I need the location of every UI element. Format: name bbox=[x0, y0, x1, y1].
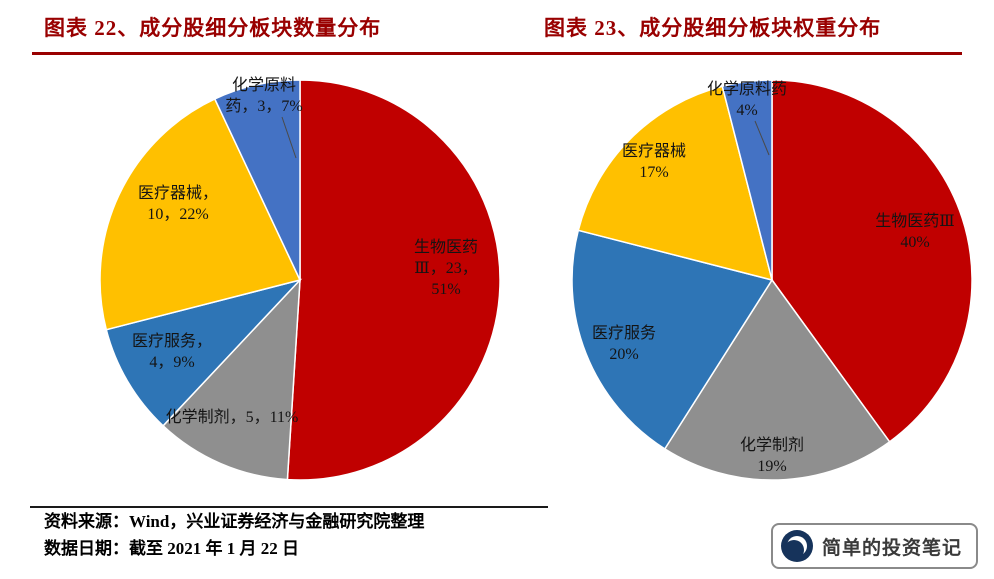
title-underline-rule bbox=[32, 52, 962, 55]
pie-slices-group bbox=[571, 79, 973, 481]
label-line: 4，9% bbox=[149, 354, 195, 371]
slice-label-medical-device: 医疗器械， 10，22% bbox=[108, 183, 248, 225]
data-source-note: 资料来源：Wind，兴业证券经济与金融研究院整理 bbox=[44, 512, 425, 531]
watermark-logo-icon bbox=[780, 530, 813, 562]
label-line: 17% bbox=[639, 164, 669, 181]
watermark-text: 简单的投资笔记 bbox=[821, 537, 962, 559]
slice-label-medical-service: 医疗服务 20% bbox=[559, 323, 689, 365]
slice-label-chemical-preparation: 化学制剂 19% bbox=[702, 435, 842, 477]
pie-decor-group bbox=[754, 120, 770, 156]
watermark-badge: 简单的投资笔记 bbox=[770, 523, 978, 569]
label-line: 4% bbox=[736, 102, 758, 119]
pie-slices-group bbox=[99, 79, 501, 481]
leader-line-raw-material bbox=[281, 116, 297, 159]
label-line: 化学原料 bbox=[231, 77, 296, 94]
pie-svg-count bbox=[99, 79, 501, 481]
label-line: 药，3，7% bbox=[225, 98, 303, 115]
pie-slice-bio bbox=[771, 79, 973, 443]
label-line: 40% bbox=[900, 234, 930, 251]
pie-slice-raw bbox=[213, 79, 301, 281]
leader-line-raw-material bbox=[754, 120, 770, 156]
pie-slice-device bbox=[99, 98, 302, 331]
charts-row: 化学原料 药，3，7% 医疗器械， 10，22% 医疗服务， 4，9% 化学制剂… bbox=[30, 55, 994, 500]
pie-slice-device bbox=[577, 85, 774, 282]
label-line: 10，22% bbox=[147, 206, 209, 223]
pie-slice-chem bbox=[663, 278, 891, 481]
pie-slice-service bbox=[105, 278, 303, 427]
pie-decor-group bbox=[281, 116, 297, 159]
label-line: Ⅲ，23， bbox=[414, 260, 478, 277]
footer-divider bbox=[30, 506, 548, 508]
figure-22-title: 图表 22、成分股细分板块数量分布 bbox=[44, 16, 382, 40]
slice-label-raw-material-drug: 化学原料药 4% bbox=[681, 79, 813, 121]
slice-label-medical-device: 医疗器械 17% bbox=[589, 141, 719, 183]
label-line: 化学原料药 bbox=[706, 81, 787, 98]
pie-chart-count-distribution: 化学原料 药，3，7% 医疗器械， 10，22% 医疗服务， 4，9% 化学制剂… bbox=[30, 55, 517, 500]
label-line: 20% bbox=[609, 346, 639, 363]
pie-slice-service bbox=[571, 229, 774, 450]
label-line: 19% bbox=[757, 458, 787, 475]
label-line: 化学制剂 bbox=[739, 437, 804, 454]
label-line: 医疗服务 bbox=[591, 325, 656, 342]
label-line: 51% bbox=[431, 281, 461, 298]
pie-slice-bio bbox=[286, 79, 501, 481]
label-line: 医疗器械 bbox=[621, 143, 686, 160]
label-line: 化学制剂，5，11% bbox=[165, 409, 299, 426]
label-line: 医疗服务， bbox=[131, 333, 212, 350]
figure-titles-row: 图表 22、成分股细分板块数量分布 图表 23、成分股细分板块权重分布 bbox=[0, 0, 994, 42]
slice-label-raw-material-drug: 化学原料 药，3，7% bbox=[198, 75, 330, 117]
pie-chart-weight-distribution: 化学原料药 4% 医疗器械 17% 生物医药Ⅲ 40% 医疗服务 20% 化学制… bbox=[517, 55, 994, 500]
pie-svg-weight bbox=[571, 79, 973, 481]
slice-label-bio-medicine: 生物医药Ⅲ 40% bbox=[847, 211, 983, 253]
label-line: 医疗器械， bbox=[137, 185, 218, 202]
label-line: 生物医药Ⅲ bbox=[875, 213, 955, 230]
pie-slice-raw bbox=[721, 79, 773, 281]
figure-footer: 资料来源：Wind，兴业证券经济与金融研究院整理 数据日期：截至 2021 年 … bbox=[0, 500, 994, 562]
pie-slice-chem bbox=[162, 277, 301, 481]
slice-label-medical-service: 医疗服务， 4，9% bbox=[102, 331, 242, 373]
slice-label-chemical-preparation: 化学制剂，5，11% bbox=[142, 407, 322, 428]
data-date-note: 数据日期：截至 2021 年 1 月 22 日 bbox=[44, 539, 299, 558]
slice-label-bio-medicine: 生物医药 Ⅲ，23， 51% bbox=[378, 237, 514, 300]
label-line: 生物医药 bbox=[413, 239, 478, 256]
figure-23-title: 图表 23、成分股细分板块权重分布 bbox=[544, 16, 882, 40]
